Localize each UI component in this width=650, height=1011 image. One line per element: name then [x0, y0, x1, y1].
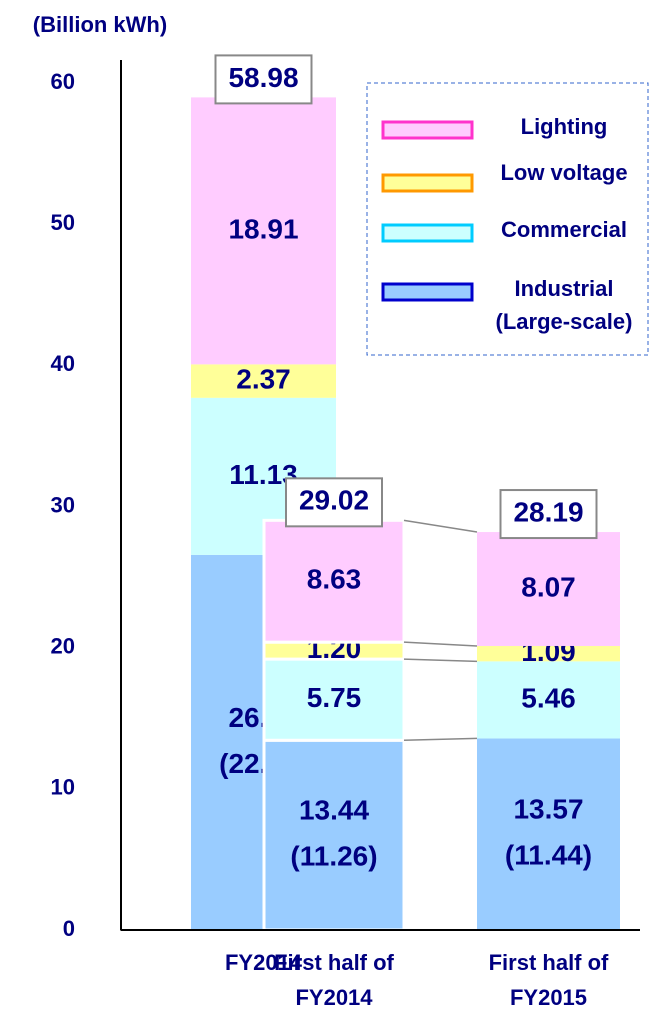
- y-tick-label: 20: [51, 633, 75, 658]
- legend-swatch: [381, 173, 474, 193]
- bar-segment: [262, 657, 406, 742]
- total-label: 29.02: [299, 485, 369, 516]
- value-label: 18.91: [228, 213, 298, 244]
- connector: [403, 519, 478, 533]
- bar-segment: [262, 518, 406, 644]
- x-tick-label: First half of FY2014: [274, 950, 394, 1011]
- total-box: [214, 54, 313, 105]
- bar-segment: [191, 97, 336, 365]
- y-axis-label: (Billion kWh): [33, 12, 167, 37]
- legend-swatch: [381, 282, 474, 302]
- value-label: 13.44: [299, 795, 369, 826]
- bar-segment: [262, 738, 406, 932]
- y-tick-label: 30: [51, 492, 75, 517]
- bar-segment: [477, 738, 620, 930]
- total-box: [285, 477, 383, 528]
- value-label: 5.46: [521, 682, 576, 713]
- legend-label: Commercial: [501, 217, 627, 242]
- legend-label: Low voltage: [500, 160, 628, 185]
- value-label: 13.57: [513, 794, 583, 825]
- legend-swatch: [381, 223, 474, 243]
- value-label: 8.07: [521, 571, 576, 602]
- connector: [403, 641, 478, 647]
- legend-label: Lighting: [520, 114, 608, 139]
- y-tick-label: 40: [51, 351, 75, 376]
- value-label: 2.37: [236, 363, 291, 394]
- connector: [403, 658, 478, 663]
- x-tick-label: FY2014: [224, 950, 303, 975]
- y-tick-label: 60: [51, 69, 75, 94]
- value-label: 8.63: [307, 564, 362, 595]
- value-label: 5.75: [307, 682, 362, 713]
- value-sublabel: (11.44): [505, 840, 592, 871]
- x-tick-label: First half of FY2015: [488, 950, 609, 1011]
- value-sublabel: (11.26): [290, 841, 377, 872]
- bar-segment: [191, 364, 336, 398]
- total-label: 28.19: [513, 496, 583, 527]
- total-label: 58.98: [228, 62, 298, 93]
- y-tick-label: 10: [51, 775, 75, 800]
- bar-segment: [477, 532, 620, 646]
- legend-label: Industrial (Large-scale): [495, 276, 633, 334]
- y-tick-label: 0: [63, 916, 75, 941]
- bar-segment: [477, 645, 620, 662]
- legend-swatch: [381, 120, 474, 140]
- bar-segment: [477, 661, 620, 739]
- y-tick-label: 50: [51, 210, 75, 235]
- total-box: [499, 489, 598, 540]
- connector: [403, 737, 478, 742]
